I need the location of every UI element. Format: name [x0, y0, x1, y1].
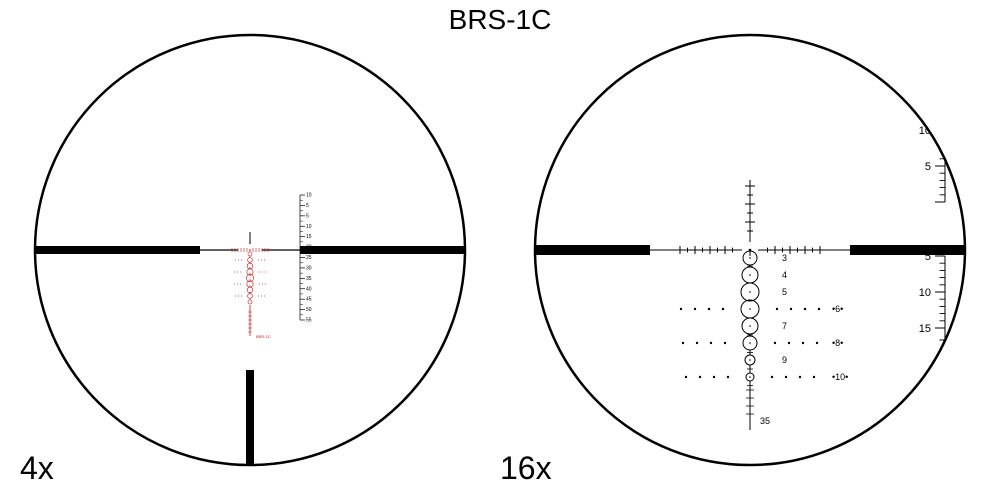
- svg-text:25: 25: [306, 255, 312, 261]
- svg-text:35: 35: [306, 276, 312, 282]
- svg-text:•8•: •8•: [832, 338, 843, 348]
- scope-view-4x: BRS-1C105510152025303540455055: [32, 32, 468, 468]
- svg-text:10: 10: [919, 287, 931, 299]
- svg-text:4: 4: [782, 270, 787, 280]
- svg-text:5: 5: [925, 161, 931, 173]
- svg-text:55: 55: [306, 318, 312, 324]
- svg-text:5: 5: [925, 251, 931, 263]
- svg-text:3: 3: [782, 253, 787, 263]
- svg-text:5: 5: [306, 203, 309, 209]
- svg-text:45: 45: [306, 297, 312, 303]
- svg-text:5: 5: [782, 287, 787, 297]
- svg-text:10: 10: [306, 224, 312, 230]
- svg-text:•6•: •6•: [832, 304, 843, 314]
- svg-text:BRS-1C: BRS-1C: [256, 334, 271, 339]
- svg-text:40: 40: [306, 286, 312, 292]
- svg-text:30: 30: [306, 265, 312, 271]
- svg-text:20: 20: [306, 245, 312, 251]
- svg-text:15: 15: [306, 234, 312, 240]
- svg-text:50: 50: [306, 307, 312, 313]
- svg-text:•10•: •10•: [832, 372, 848, 382]
- scope-view-16x: 345•6•7•8•9•10•3510551015: [532, 32, 968, 468]
- svg-text:9: 9: [782, 355, 787, 365]
- svg-text:35: 35: [760, 416, 770, 426]
- svg-text:15: 15: [919, 323, 931, 335]
- svg-text:5: 5: [306, 213, 309, 219]
- svg-text:7: 7: [782, 321, 787, 331]
- svg-text:10: 10: [306, 193, 312, 199]
